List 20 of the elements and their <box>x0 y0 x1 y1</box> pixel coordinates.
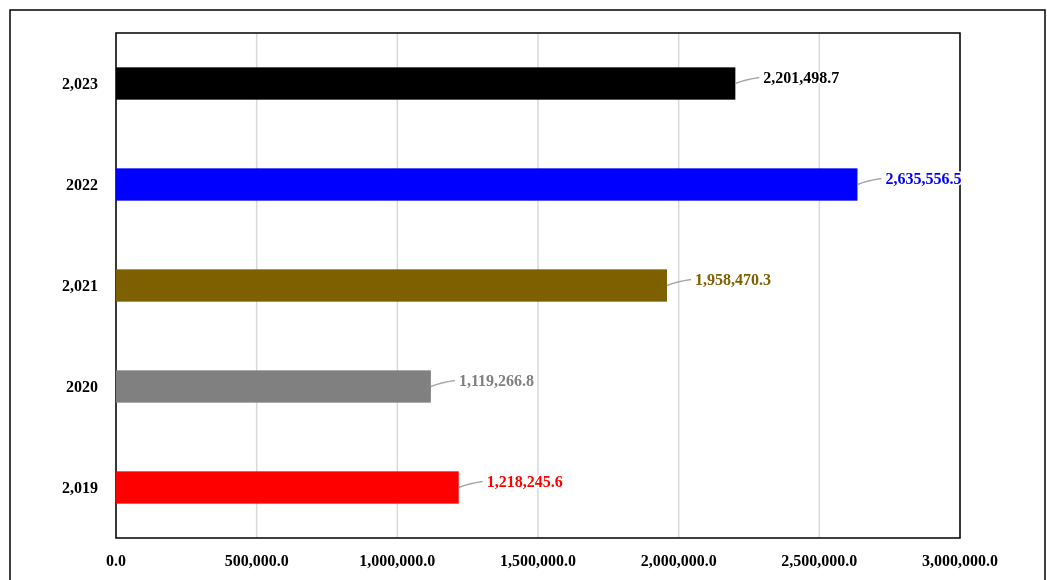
x-tick-label: 2,500,000.0 <box>781 552 858 569</box>
y-tick-label: 2022 <box>66 176 98 194</box>
x-tick-label: 3,000,000.0 <box>922 552 998 569</box>
bar <box>116 168 858 201</box>
y-tick-label: 2020 <box>66 378 98 396</box>
bar <box>116 471 459 504</box>
x-tick-label: 1,500,000.0 <box>500 552 576 569</box>
x-tick-label: 500,000.0 <box>224 552 289 569</box>
data-label: 1,218,245.6 <box>486 473 563 491</box>
bar <box>116 269 667 302</box>
x-tick-label: 0.0 <box>106 552 126 569</box>
data-label: 2,201,498.7 <box>763 69 840 87</box>
x-tick-label: 1,000,000.0 <box>359 552 436 569</box>
y-tick-label: 2,021 <box>62 277 98 295</box>
x-tick-label: 2,000,000.0 <box>640 552 717 569</box>
y-tick-label: 2,019 <box>62 479 98 497</box>
data-label: 1,119,266.8 <box>458 372 535 390</box>
bar <box>116 370 431 403</box>
y-tick-label: 2,023 <box>62 75 98 93</box>
data-label: 1,958,470.3 <box>694 271 771 289</box>
